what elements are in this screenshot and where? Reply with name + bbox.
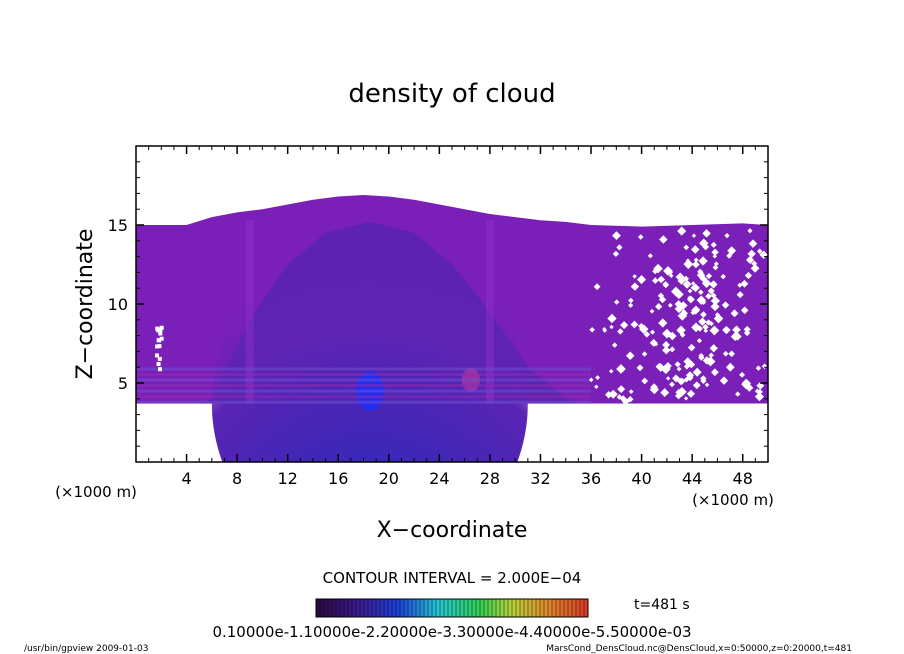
colorbar-frame (315, 598, 589, 618)
x-tick-label: 44 (682, 469, 702, 488)
y-tick-label: 15 (108, 216, 128, 235)
x-tick-label: 16 (328, 469, 348, 488)
y-axis: 5 10 15 (108, 161, 768, 447)
x-axis-label: X−coordinate (377, 518, 528, 543)
chart-title: density of cloud (348, 79, 555, 109)
x-tick-label: 32 (530, 469, 550, 488)
x-axis-unit: (×1000 m) (692, 491, 774, 509)
streak-column (485, 220, 494, 404)
footer-program: /usr/bin/gpview 2009-01-03 (24, 644, 148, 654)
colorbar (315, 598, 589, 618)
colorbar-tick-labels: 0.10000e-1.10000e-2.20000e-3.30000e-4.40… (212, 623, 691, 641)
x-tick-label: 48 (733, 469, 753, 488)
footer-source: MarsCond_DensCloud.nc@DensCloud,x=0:5000… (546, 644, 852, 654)
plot-area (136, 194, 768, 462)
y-tick-label: 10 (108, 295, 128, 314)
contour-interval-label: CONTOUR INTERVAL = 2.000E−04 (323, 569, 582, 587)
time-label: t=481 s (634, 597, 690, 613)
x-tick-label: 4 (181, 469, 191, 488)
x-tick-label: 8 (232, 469, 242, 488)
x-tick-label: 36 (581, 469, 601, 488)
y-axis-label: Z−coordinate (73, 229, 98, 380)
x-tick-label: 28 (480, 469, 500, 488)
density-core (211, 240, 528, 462)
y-tick-label: 5 (118, 374, 128, 393)
streak-column (245, 220, 254, 404)
x-tick-label: 40 (631, 469, 651, 488)
x-axis: 4 8 12 16 20 24 28 32 36 40 44 48 (148, 146, 756, 488)
x-tick-label: 24 (429, 469, 449, 488)
x-tick-label: 20 (379, 469, 399, 488)
y-axis-unit: (×1000 m) (55, 483, 137, 501)
x-tick-label: 12 (278, 469, 298, 488)
